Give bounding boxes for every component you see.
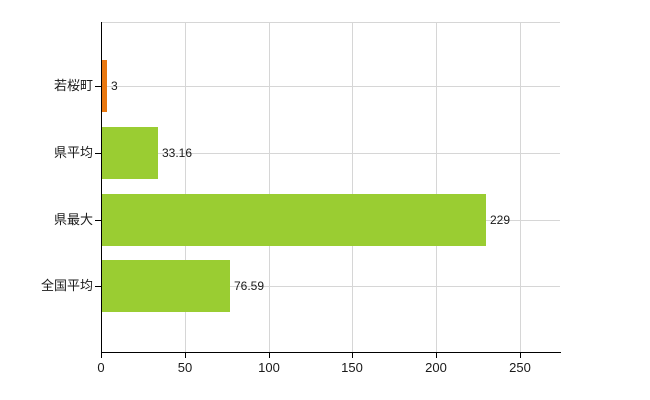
x-tick-mark: [185, 353, 186, 358]
y-tick-mark: [95, 86, 101, 87]
x-tick-mark: [520, 353, 521, 358]
category-label: 県最大: [53, 212, 93, 227]
y-gridline: [102, 286, 560, 287]
category-label: 若桜町: [53, 78, 93, 93]
y-gridline: [102, 153, 560, 154]
x-tick-label: 200: [425, 360, 447, 375]
x-tick-mark: [101, 353, 102, 358]
x-gridline: [436, 23, 437, 352]
x-gridline: [185, 23, 186, 352]
bar-value-label: 76.59: [234, 279, 265, 293]
y-axis-line: [101, 22, 102, 353]
x-tick-mark: [436, 353, 437, 358]
category-label: 全国平均: [40, 278, 93, 293]
x-tick-mark: [352, 353, 353, 358]
category-label: 県平均: [53, 145, 93, 160]
y-tick-mark: [95, 286, 101, 287]
y-tick-mark: [95, 220, 101, 221]
x-axis-line: [101, 352, 561, 353]
bar: [102, 194, 486, 246]
plot-top-border: [101, 22, 560, 23]
bar-value-label: 3: [111, 79, 118, 93]
y-tick-mark: [95, 153, 101, 154]
x-tick-mark: [269, 353, 270, 358]
x-tick-label: 50: [177, 360, 193, 375]
x-gridline: [520, 23, 521, 352]
bar-value-label: 33.16: [162, 146, 193, 160]
x-tick-label: 0: [97, 360, 105, 375]
bar-value-label: 229: [490, 213, 511, 227]
x-tick-label: 150: [341, 360, 363, 375]
bar: [102, 60, 107, 112]
y-gridline: [102, 86, 560, 87]
x-gridline: [352, 23, 353, 352]
bar: [102, 127, 158, 179]
x-tick-label: 250: [509, 360, 531, 375]
x-tick-label: 100: [258, 360, 280, 375]
x-gridline: [269, 23, 270, 352]
bar: [102, 260, 230, 312]
